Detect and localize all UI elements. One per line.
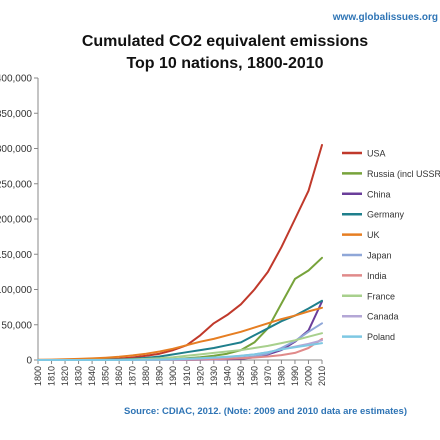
- series-lines: [37, 144, 323, 361]
- y-axis-ticks: 0 50,000 100,000 150,000 200,000 250,000 300,0…: [0, 74, 38, 367]
- x-tick-label: 1840: [87, 366, 97, 386]
- y-tick-label: 250,000: [0, 179, 32, 190]
- x-tick-label: 2010: [317, 366, 327, 386]
- legend-label: China: [367, 189, 391, 199]
- x-tick-label: 1910: [182, 366, 192, 386]
- source-note: Source: CDIAC, 2012. (Note: 2009 and 201…: [124, 406, 407, 417]
- x-tick-label: 1870: [128, 366, 138, 386]
- x-tick-label: 2000: [303, 366, 313, 386]
- y-tick-label: 0: [26, 356, 32, 367]
- site-url[interactable]: www.globalissues.org: [332, 12, 438, 23]
- x-tick-label: 1990: [290, 366, 300, 386]
- x-tick-label: 1850: [101, 366, 111, 386]
- legend-entries: USA Russia (incl USSR) China Germany UK Japan…: [342, 149, 440, 342]
- y-tick-label: 100,000: [0, 285, 32, 296]
- x-tick-label: 1880: [141, 366, 151, 386]
- x-tick-label: 1970: [263, 366, 273, 386]
- x-tick-label: 1900: [168, 366, 178, 386]
- y-tick-label: 350,000: [0, 109, 32, 120]
- legend-label: Germany: [367, 210, 405, 220]
- x-tick-label: 1890: [155, 366, 165, 386]
- series-line: [37, 342, 323, 361]
- x-tick-label: 1860: [114, 366, 124, 386]
- x-tick-label: 1830: [74, 366, 84, 386]
- y-tick-label: 300,000: [0, 144, 32, 155]
- x-axis-ticks: 1800 1810 1820 1830 1840 1850 1860 1870 1880 1890…: [33, 360, 327, 386]
- chart-title-line-1: Cumulated CO2 equivalent emissions: [82, 33, 368, 50]
- legend-label: Russia (incl USSR): [367, 169, 440, 179]
- legend-label: Canada: [367, 312, 399, 322]
- legend-label: UK: [367, 230, 380, 240]
- x-tick-label: 1950: [236, 366, 246, 386]
- legend-label: Japan: [367, 251, 392, 261]
- x-tick-label: 1810: [47, 366, 57, 386]
- legend-label: France: [367, 291, 395, 301]
- y-tick-label: 150,000: [0, 250, 32, 261]
- legend-label: India: [367, 271, 387, 281]
- y-tick-label: 50,000: [1, 320, 32, 331]
- x-tick-label: 1930: [209, 366, 219, 386]
- chart-title-line-2: Top 10 nations, 1800-2010: [126, 55, 323, 72]
- x-tick-label: 1980: [276, 366, 286, 386]
- y-tick-label: 200,000: [0, 215, 32, 226]
- legend-label: Poland: [367, 332, 395, 342]
- legend: USA Russia (incl USSR) China Germany UK Japan…: [342, 149, 440, 342]
- x-tick-label: 1820: [60, 366, 70, 386]
- x-tick-label: 1920: [195, 366, 205, 386]
- x-tick-label: 1800: [33, 366, 43, 386]
- series-line: [37, 306, 323, 361]
- y-tick-label: 400,000: [0, 74, 32, 85]
- x-tick-label: 1940: [222, 366, 232, 386]
- x-tick-label: 1960: [249, 366, 259, 386]
- legend-label: USA: [367, 149, 386, 159]
